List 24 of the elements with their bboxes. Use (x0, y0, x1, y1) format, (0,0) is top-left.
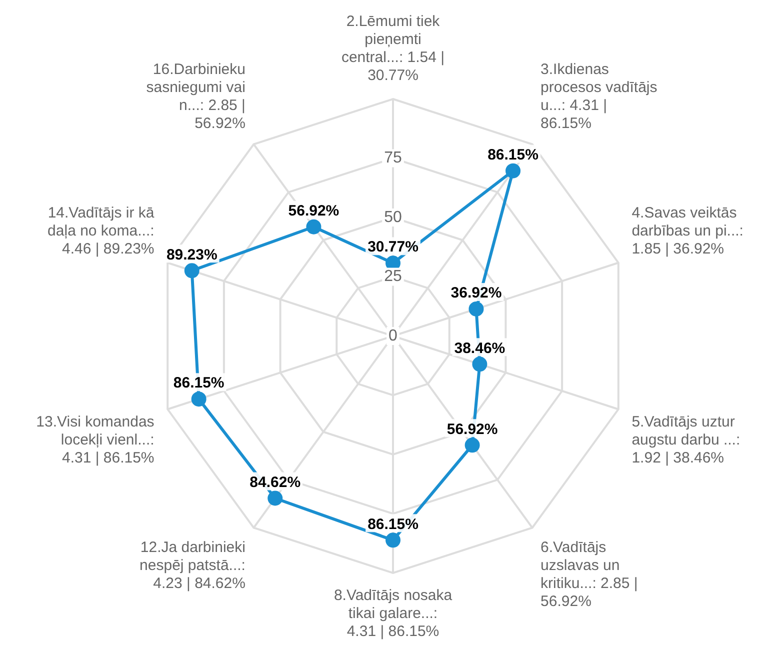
data-label: 84.62% (250, 474, 301, 491)
spoke-label: 6.Vadītājs uzslavas un kritiku...: 2.85 | 56.92% (540, 539, 638, 610)
data-label: 36.92% (450, 284, 502, 302)
spoke-label: 3.Ikdienas procesos vadītājs u...: 4.31 | 86.15% (540, 61, 658, 132)
spoke-label: 8.Vadītājs nosaka tikai galare...: 4.31 | 86.15% (334, 587, 453, 640)
spoke-label: 5.Vadītājs uztur augstu darbu ...: 1.92 | 38.46% (632, 414, 740, 467)
data-label: 56.92% (288, 202, 340, 220)
data-label: 30.77% (368, 238, 418, 256)
data-label: 86.15% (488, 146, 538, 164)
data-label: 86.15% (368, 516, 418, 533)
spoke-label: 12.Ja darbinieki nespēj patstā...: 4.23 | 84.62% (140, 539, 246, 592)
y-tick-label: 25 (384, 268, 402, 286)
y-tick-label: 50 (384, 208, 402, 226)
spoke-label: 4.Savas veiktās darbības un pi...: 1.85 | 36.92% (632, 204, 744, 258)
data-label: 89.23% (166, 246, 218, 264)
y-tick-label: 75 (384, 150, 402, 167)
spoke-label: 2.Lēmumi tiek pieņemti central...: 1.54 | 30.77% (341, 13, 445, 84)
data-label: 86.15% (173, 374, 224, 392)
spoke-label: 16.Darbinieku sasniegumi vai n...: 2.85 | 56.92% (146, 61, 246, 132)
spoke-label: 14.Vadītājs ir kā daļa no koma...: 4.46 | 89.23% (48, 204, 155, 258)
data-label: 56.92% (446, 420, 498, 438)
spoke-label: 13.Visi komandas locekļi vienl...: 4.31 | 86.15% (36, 414, 154, 467)
y-tick-label: 0 (388, 327, 398, 344)
data-label: 38.46% (454, 340, 506, 357)
